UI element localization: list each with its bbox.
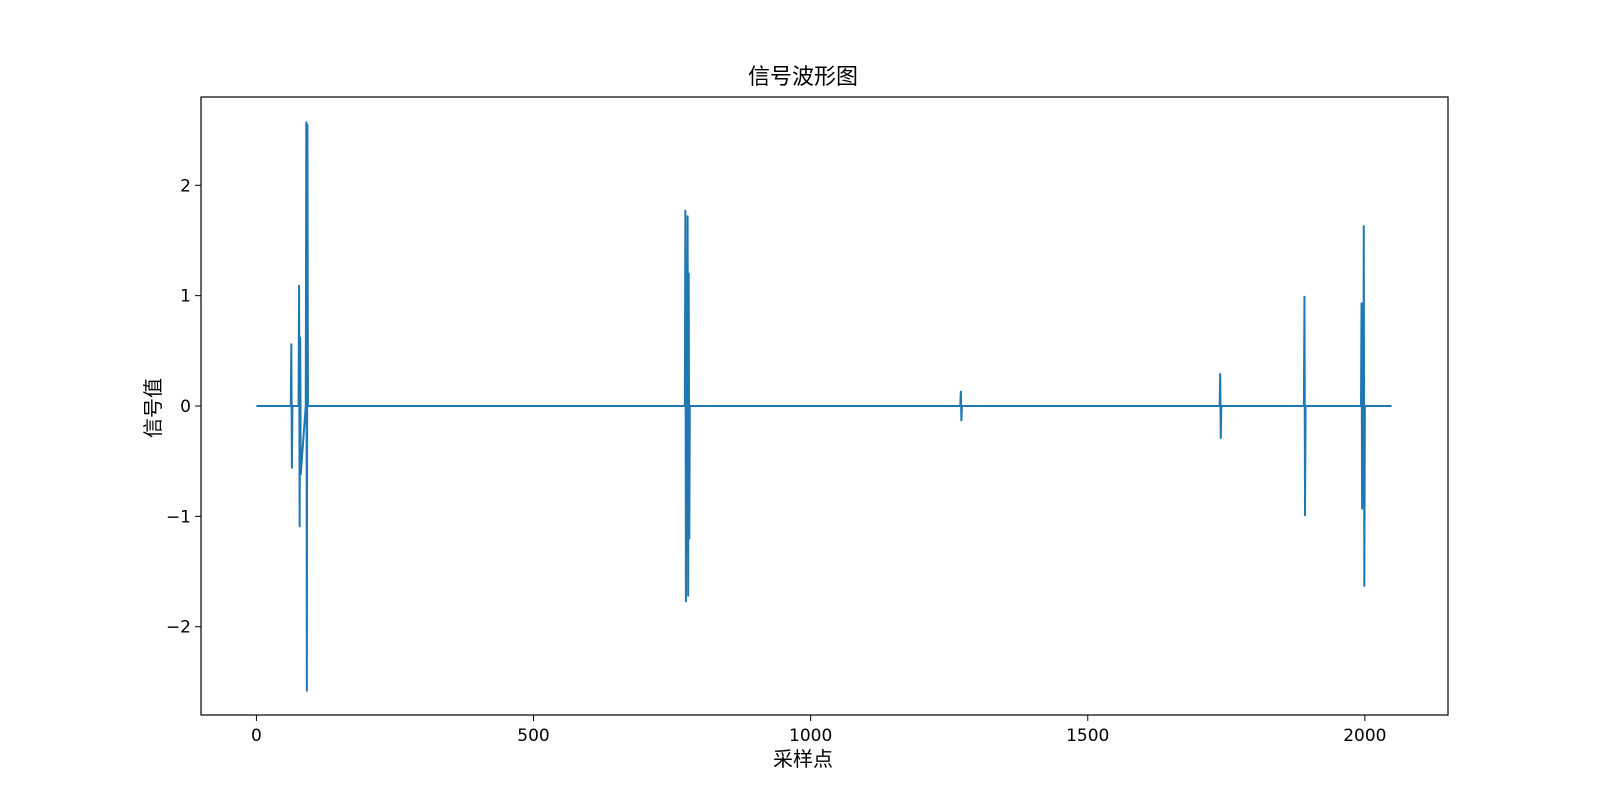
y-tick-label: 1 [180,287,191,307]
x-tick-label: 1000 [789,726,832,746]
x-tick-label: 2000 [1343,726,1386,746]
y-tick-label: 0 [180,397,191,417]
y-tick-label: 2 [180,176,191,196]
y-tick-label: −2 [166,618,191,638]
x-tick-label: 1500 [1066,726,1109,746]
series-line-0 [256,121,1392,692]
chart-title: 信号波形图 [748,65,858,90]
plot-area: 0 500 1000 1500 2000 −2 −1 0 1 2 [166,96,1449,746]
x-tick-label: 500 [517,726,549,746]
x-axis-label: 采样点 [773,747,833,771]
x-tick-label: 0 [251,726,262,746]
y-tick-label: −1 [166,507,191,527]
y-axis-label: 信号值 [141,378,165,438]
